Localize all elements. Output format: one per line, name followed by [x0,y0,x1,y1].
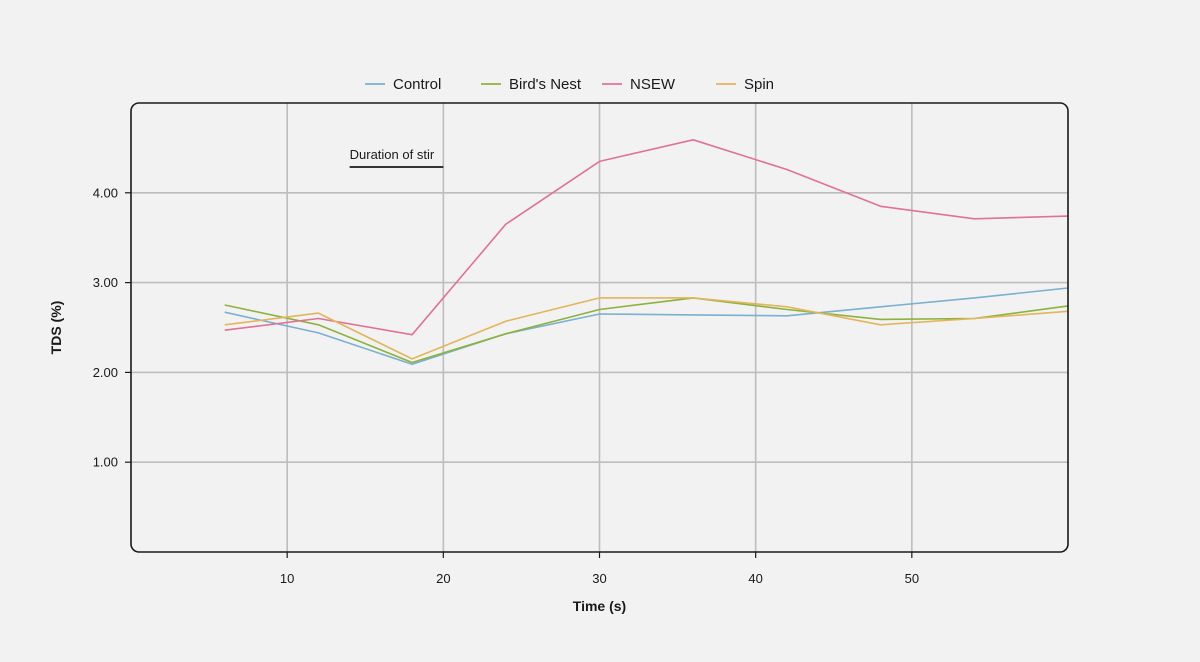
x-axis-label: Time (s) [573,598,626,614]
x-tick-label: 50 [905,571,919,586]
series-lines [224,139,1069,366]
x-tick-label: 40 [748,571,762,586]
y-axis-ticks: 1.00 2.00 3.00 4.00 [93,185,131,470]
annotation: Duration of stir [349,147,444,168]
series-line-nsew [224,139,1069,336]
y-tick-label: 3.00 [93,275,118,290]
annotation-label: Duration of stir [350,147,435,162]
y-axis-label: TDS (%) [48,301,64,355]
legend-item-spin: Spin [716,76,774,93]
legend-label: NSEW [630,76,676,93]
y-tick-label: 4.00 [93,185,118,200]
legend-item-bird-s-nest: Bird's Nest [481,76,582,93]
series-line-spin [224,297,1069,360]
legend: Control Bird's Nest NSEW Spin [365,76,774,93]
legend-label: Bird's Nest [509,76,582,93]
x-axis-ticks: 10 20 30 40 50 [280,552,919,586]
y-tick-label: 2.00 [93,365,118,380]
y-tick-label: 1.00 [93,455,118,470]
legend-label: Spin [744,76,774,93]
legend-label: Control [393,76,441,93]
x-tick-label: 20 [436,571,450,586]
legend-item-nsew: NSEW [602,76,676,93]
series-line-control [224,287,1069,366]
grid [131,103,1068,552]
x-tick-label: 30 [592,571,606,586]
legend-item-control: Control [365,76,441,93]
series-line-bird-s-nest [224,297,1069,364]
x-tick-label: 10 [280,571,294,586]
